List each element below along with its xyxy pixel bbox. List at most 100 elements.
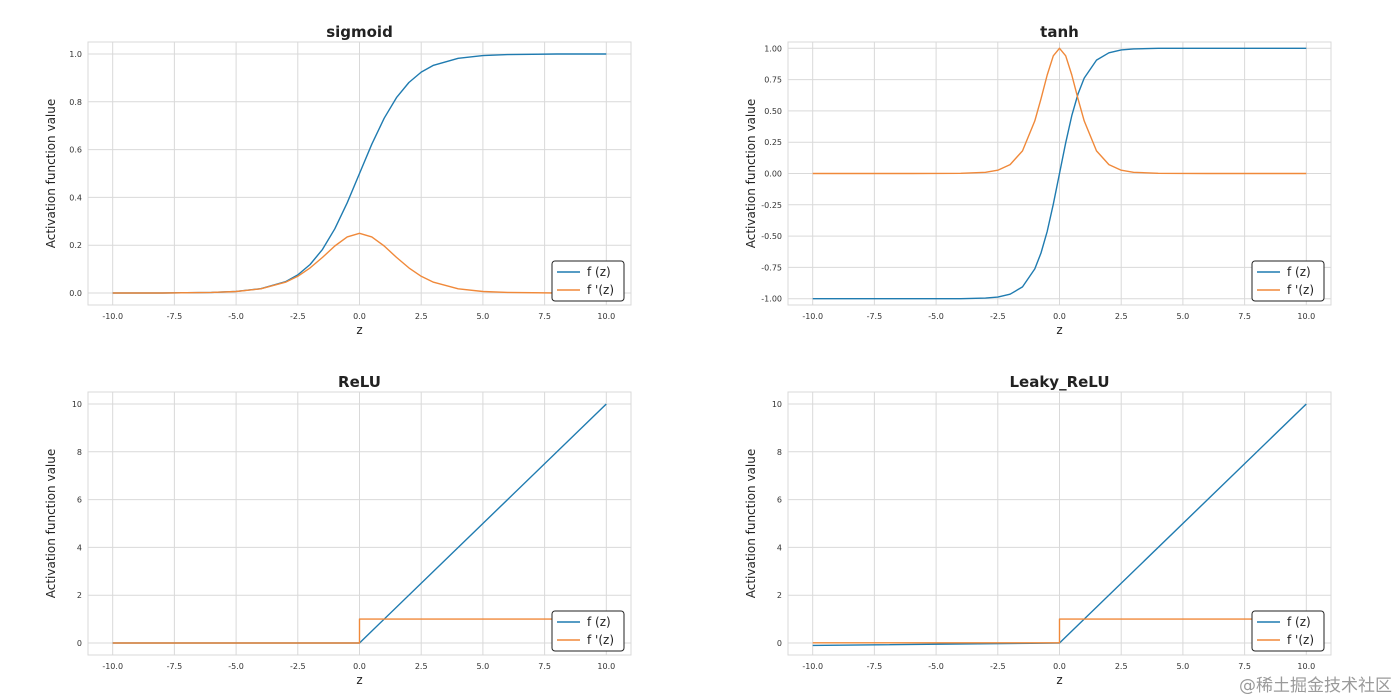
y-tick-label: 0.75 [764,76,782,85]
x-tick-label: -7.5 [867,662,883,671]
legend-label: f '(z) [587,633,614,647]
legend: f (z) f '(z) [1251,260,1325,302]
x-tick-label: 10.0 [597,312,615,321]
chart-title: tanh [1040,23,1079,41]
y-tick-label: 2 [77,591,82,600]
series-line-df [112,618,607,644]
x-tick-label: -5.0 [228,662,244,671]
legend-box [1251,260,1325,302]
y-tick-label: 1.00 [764,44,782,53]
y-tick-label: 0.50 [764,107,782,116]
y-tick-label: -1.00 [761,295,782,304]
y-tick-label: 6 [777,496,782,505]
y-tick-label: 0.25 [764,138,782,147]
x-tick-label: -7.5 [167,662,183,671]
y-tick-label: 0.8 [69,98,82,107]
watermark: @稀土掘金技术社区 [1239,676,1392,696]
y-tick-label: 0 [777,639,782,648]
x-tick-label: 5.0 [1177,662,1190,671]
y-tick-label: 10 [772,400,782,409]
y-tick-label: 0.00 [764,170,782,179]
chart-title: ReLU [338,373,381,391]
legend: f (z) f '(z) [1251,610,1325,652]
x-tick-label: 0.0 [353,662,366,671]
y-tick-label: 0.0 [69,289,82,298]
x-tick-label: -7.5 [867,312,883,321]
x-tick-label: -2.5 [290,312,306,321]
x-tick-label: -5.0 [928,312,944,321]
x-tick-label: 7.5 [538,662,551,671]
y-tick-label: 0.2 [69,241,82,250]
chart-panel-tanh: -10.0 -7.5 -5.0 -2.5 0.0 2.5 5.0 7.5 10.0 -1.00 -0… [744,23,1332,337]
x-tick-label: -7.5 [167,312,183,321]
y-tick-label: 1.0 [69,50,82,59]
x-tick-label: 10.0 [597,662,615,671]
y-axis-label: Activation function value [44,449,58,599]
x-tick-label: 2.5 [415,662,428,671]
x-tick-label: -10.0 [102,662,123,671]
x-tick-label: 5.0 [477,312,490,321]
x-tick-label: -10.0 [802,662,823,671]
x-tick-label: 7.5 [538,312,551,321]
legend-box [1251,610,1325,652]
x-tick-label: 5.0 [1177,312,1190,321]
legend-label: f '(z) [1287,633,1314,647]
legend-label: f (z) [1287,615,1311,629]
x-tick-label: 0.0 [1053,662,1066,671]
x-tick-label: 10.0 [1297,312,1315,321]
y-tick-label: -0.75 [761,263,782,272]
x-axis-label: z [356,673,362,687]
x-tick-label: 0.0 [1053,312,1066,321]
chart-panel-sigmoid: -10.0 -7.5 -5.0 -2.5 0.0 2.5 5.0 7.5 10.0 0.0 0.2 0… [44,23,632,337]
y-tick-label: 10 [72,400,82,409]
y-tick-label: 2 [777,591,782,600]
legend-box [551,260,625,302]
x-axis-label: z [1056,323,1062,337]
x-tick-label: 2.5 [415,312,428,321]
legend: f (z) f '(z) [551,610,625,652]
x-tick-label: -5.0 [228,312,244,321]
legend-label: f '(z) [587,283,614,297]
x-tick-label: 0.0 [353,312,366,321]
series-line-df [812,618,1307,644]
x-axis-label: z [356,323,362,337]
series-line-f [812,47,1307,300]
legend-label: f '(z) [1287,283,1314,297]
y-tick-label: 0.4 [69,193,82,202]
y-axis-label: Activation function value [744,449,758,599]
series-line-df [112,232,607,294]
y-tick-label: 0 [77,639,82,648]
x-tick-label: 7.5 [1238,312,1251,321]
legend-label: f (z) [587,265,611,279]
legend-label: f (z) [1287,265,1311,279]
x-tick-label: 2.5 [1115,662,1128,671]
series-line-df [812,47,1307,175]
y-tick-label: 8 [77,448,82,457]
legend-box [551,610,625,652]
chart-title: sigmoid [326,23,393,41]
y-tick-label: -0.25 [761,201,782,210]
chart-title: Leaky_ReLU [1009,373,1109,391]
x-tick-label: -10.0 [102,312,123,321]
x-tick-label: -10.0 [802,312,823,321]
x-tick-label: 5.0 [477,662,490,671]
legend: f (z) f '(z) [551,260,625,302]
x-tick-label: 7.5 [1238,662,1251,671]
x-axis-label: z [1056,673,1062,687]
chart-panel-relu: -10.0 -7.5 -5.0 -2.5 0.0 2.5 5.0 7.5 10.0 0 2 4 6 8 10… [44,373,632,687]
legend-label: f (z) [587,615,611,629]
x-tick-label: -2.5 [990,312,1006,321]
y-axis-label: Activation function value [744,99,758,249]
y-tick-label: 6 [77,496,82,505]
x-tick-label: 10.0 [1297,662,1315,671]
y-tick-label: 4 [777,543,782,552]
chart-panel-leaky_relu: -10.0 -7.5 -5.0 -2.5 0.0 2.5 5.0 7.5 10.0 0 2 4 6 8 10… [744,373,1332,687]
x-tick-label: -2.5 [990,662,1006,671]
y-tick-label: 8 [777,448,782,457]
x-tick-label: -5.0 [928,662,944,671]
y-axis-label: Activation function value [44,99,58,249]
y-tick-label: 0.6 [69,146,82,155]
x-tick-label: -2.5 [290,662,306,671]
y-tick-label: 4 [77,543,82,552]
